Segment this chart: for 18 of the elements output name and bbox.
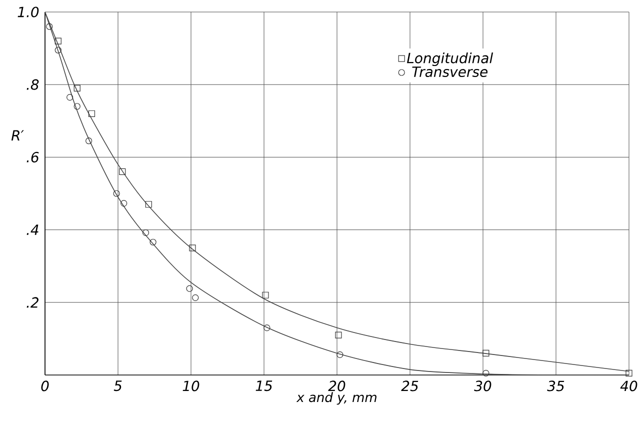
- x-tick-label: 35: [547, 380, 564, 392]
- y-tick-label: .6: [26, 152, 39, 162]
- x-tick-label: 40: [620, 380, 638, 392]
- y-tick-label: .4: [26, 224, 38, 235]
- y-tick-label: 1.0: [18, 6, 39, 18]
- x-tick-label: 15: [256, 380, 272, 392]
- y-tick-label: .8: [26, 79, 39, 90]
- x-tick-label: 30: [474, 380, 492, 392]
- y-tick-label: .2: [26, 297, 38, 308]
- x-tick-label: 10: [182, 380, 200, 392]
- x-axis-title: x and y, mm: [296, 392, 376, 405]
- x-tick-label: 20: [328, 380, 346, 392]
- y-axis-title: R′: [11, 130, 24, 141]
- x-tick-label: 0: [41, 380, 49, 392]
- legend-label: Transverse: [412, 66, 488, 78]
- x-tick-label: 25: [401, 380, 418, 392]
- x-tick-label: 5: [114, 380, 122, 392]
- legend-label: Longitudinal: [406, 52, 494, 66]
